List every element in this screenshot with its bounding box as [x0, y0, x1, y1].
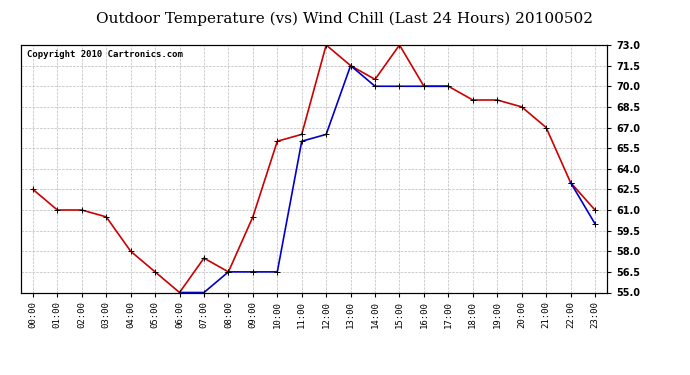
Text: Copyright 2010 Cartronics.com: Copyright 2010 Cartronics.com — [26, 50, 182, 59]
Text: Outdoor Temperature (vs) Wind Chill (Last 24 Hours) 20100502: Outdoor Temperature (vs) Wind Chill (Las… — [97, 11, 593, 26]
